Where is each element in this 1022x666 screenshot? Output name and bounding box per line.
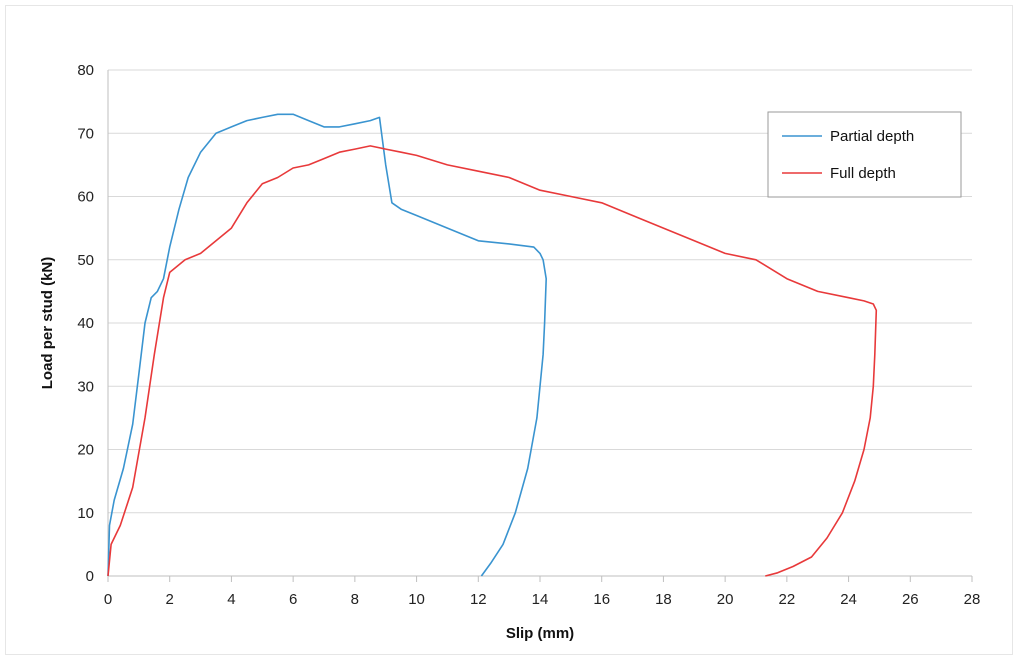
y-tick-label: 80 xyxy=(77,62,94,79)
x-tick-label: 4 xyxy=(227,591,235,608)
x-axis-title: Slip (mm) xyxy=(506,625,574,642)
x-tick-label: 28 xyxy=(964,591,981,608)
y-tick-label: 30 xyxy=(77,378,94,395)
x-tick-label: 0 xyxy=(104,591,112,608)
y-tick-label: 50 xyxy=(77,252,94,269)
y-tick-label: 40 xyxy=(77,315,94,332)
y-tick-label: 0 xyxy=(86,568,94,585)
series-lines xyxy=(107,113,878,577)
series-line-full-depth xyxy=(107,145,878,577)
x-tick-label: 18 xyxy=(655,591,672,608)
x-tick-label: 8 xyxy=(351,591,359,608)
x-tick-label: 6 xyxy=(289,591,297,608)
y-tick-label: 70 xyxy=(77,125,94,142)
x-tick-label: 2 xyxy=(166,591,174,608)
y-tick-label: 10 xyxy=(77,505,94,522)
x-tick-label: 16 xyxy=(593,591,610,608)
y-tick-label: 20 xyxy=(77,442,94,459)
x-tick-label: 20 xyxy=(717,591,734,608)
y-axis-title: Load per stud (kN) xyxy=(39,257,56,390)
axes xyxy=(107,70,973,582)
x-tick-label: 10 xyxy=(408,591,425,608)
x-tick-labels: 0 2 4 6 8 10 12 14 16 18 20 22 24 26 28 xyxy=(104,591,981,608)
y-tick-labels: 0 10 20 30 40 50 60 70 80 xyxy=(77,62,94,585)
legend-label-full-depth: Full depth xyxy=(830,165,896,182)
x-tick-label: 26 xyxy=(902,591,919,608)
x-tick-label: 12 xyxy=(470,591,487,608)
x-tick-label: 22 xyxy=(779,591,796,608)
legend-box xyxy=(767,111,962,198)
x-tick-label: 24 xyxy=(840,591,857,608)
y-tick-label: 60 xyxy=(77,189,94,206)
series-line-partial-depth xyxy=(107,113,548,577)
legend: Partial depth Full depth xyxy=(767,111,962,198)
x-tick-label: 14 xyxy=(532,591,549,608)
legend-label-partial-depth: Partial depth xyxy=(830,128,914,145)
